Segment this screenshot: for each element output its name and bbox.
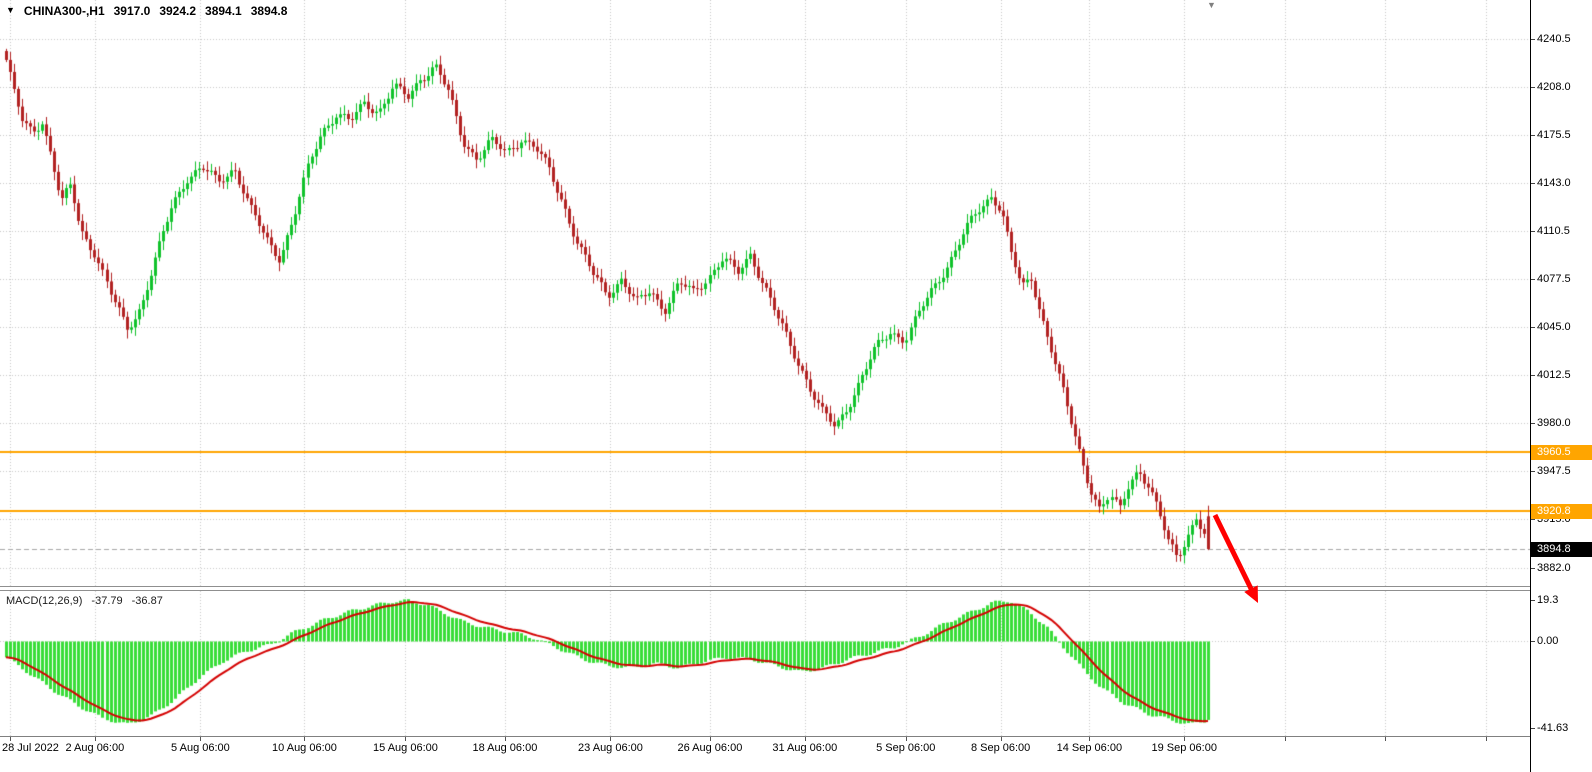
time-axis-tick <box>304 737 305 741</box>
time-axis-tick <box>1486 737 1487 741</box>
macd-axis-tick <box>1531 641 1535 642</box>
indicator-signal-value: -36.87 <box>131 595 163 607</box>
symbol-dropdown-icon[interactable]: ▼ <box>6 5 15 15</box>
indicator-label-row: MACD(12,26,9) -37.79 -36.87 <box>6 595 163 607</box>
time-tick-label: 10 Aug 06:00 <box>272 742 337 754</box>
panel-splitter[interactable] <box>0 586 1530 591</box>
macd-axis-tick <box>1531 728 1535 729</box>
symbol-timeframe-label: CHINA300-,H1 <box>23 4 105 18</box>
price-tick-label: 3882.0 <box>1537 562 1571 574</box>
price-axis-tick <box>1531 39 1535 40</box>
price-axis-tick <box>1531 231 1535 232</box>
time-tick-label: 14 Sep 06:00 <box>1056 742 1123 754</box>
macd-tick-label: -41.63 <box>1537 722 1569 734</box>
quote-low-value: 3894.1 <box>205 4 242 18</box>
price-tick-label: 3980.0 <box>1537 417 1571 430</box>
price-tick-label: 4175.5 <box>1537 128 1571 141</box>
time-tick-label: 31 Aug 06:00 <box>772 742 838 754</box>
price-axis-tick <box>1531 375 1535 376</box>
time-axis-tick <box>610 737 611 741</box>
price-tick-label: 4012.5 <box>1537 369 1571 382</box>
price-tick-label: 3947.5 <box>1537 465 1571 478</box>
time-axis-tick <box>805 737 806 741</box>
price-tick-label: 4045.0 <box>1537 321 1571 334</box>
time-axis-tick <box>1089 737 1090 741</box>
price-tick-label: 4110.5 <box>1537 224 1570 237</box>
time-axis-tick <box>1184 737 1185 741</box>
price-chart-canvas[interactable] <box>0 0 1530 588</box>
price-axis-tick <box>1531 471 1535 472</box>
time-tick-label: 18 Aug 06:00 <box>472 742 538 754</box>
time-axis-tick <box>1001 737 1002 741</box>
price-axis[interactable]: 4240.5 4208.0 4175.5 4143.0 4110.5 4077.5 4045… <box>1530 0 1592 772</box>
macd-tick-label: 19.3 <box>1537 594 1559 606</box>
price-axis-tick <box>1531 568 1535 569</box>
time-tick-label: 23 Aug 06:00 <box>578 742 643 754</box>
time-tick-label: 19 Sep 06:00 <box>1151 742 1217 754</box>
macd-indicator-canvas[interactable] <box>0 591 1530 736</box>
time-tick-label: 5 Sep 06:00 <box>876 742 936 754</box>
time-tick-label: 8 Sep 06:00 <box>970 742 1031 754</box>
time-tick-label: 5 Aug 06:00 <box>171 742 230 754</box>
time-axis-tick <box>906 737 907 741</box>
quote-open-value: 3917.0 <box>113 4 151 18</box>
time-tick-label: 15 Aug 06:00 <box>373 742 438 754</box>
time-axis-tick <box>505 737 506 741</box>
time-axis-tick <box>405 737 406 741</box>
quote-close-value: 3894.8 <box>250 4 288 18</box>
time-tick-label: 26 Aug 06:00 <box>677 742 743 754</box>
price-tick-label: 4143.0 <box>1537 176 1571 189</box>
macd-axis-tick <box>1531 600 1535 601</box>
indicator-macd-value: -37.79 <box>91 595 123 607</box>
price-tick-label: 4208.0 <box>1537 80 1571 93</box>
price-level-tag: 3960.5 <box>1531 445 1592 461</box>
time-axis-tick <box>710 737 711 741</box>
price-axis-tick <box>1531 183 1535 184</box>
time-axis-tick <box>95 737 96 741</box>
time-axis-tick <box>10 737 11 741</box>
time-axis-tick <box>1385 737 1386 741</box>
price-axis-tick <box>1531 519 1535 520</box>
price-tick-label: 4077.5 <box>1537 273 1571 286</box>
time-tick-label: 28 Jul 2022 <box>2 742 59 754</box>
time-axis-tick <box>200 737 201 741</box>
price-tick-label: 4240.5 <box>1537 32 1571 45</box>
quote-high-value: 3924.2 <box>159 4 197 18</box>
price-axis-tick <box>1531 87 1535 88</box>
macd-tick-label: 0.00 <box>1537 634 1559 647</box>
time-tick-label: 2 Aug 06:00 <box>65 742 125 754</box>
time-axis-tick <box>1285 737 1286 741</box>
bid-price-tag: 3894.8 <box>1531 542 1592 558</box>
time-axis[interactable]: 28 Jul 2022 2 Aug 06:00 5 Aug 06:00 10 Aug … <box>0 736 1530 772</box>
price-axis-tick <box>1531 279 1535 280</box>
price-axis-tick <box>1531 135 1535 136</box>
quote-bar: ▼ CHINA300-,H1 3917.0 3924.2 3894.1 3894… <box>6 4 287 18</box>
indicator-name: MACD(12,26,9) <box>6 595 83 607</box>
price-level-tag: 3920.8 <box>1531 503 1592 519</box>
chart-shift-marker-icon[interactable]: ▼ <box>1207 0 1216 10</box>
price-axis-tick <box>1531 423 1535 424</box>
price-axis-tick <box>1531 327 1535 328</box>
